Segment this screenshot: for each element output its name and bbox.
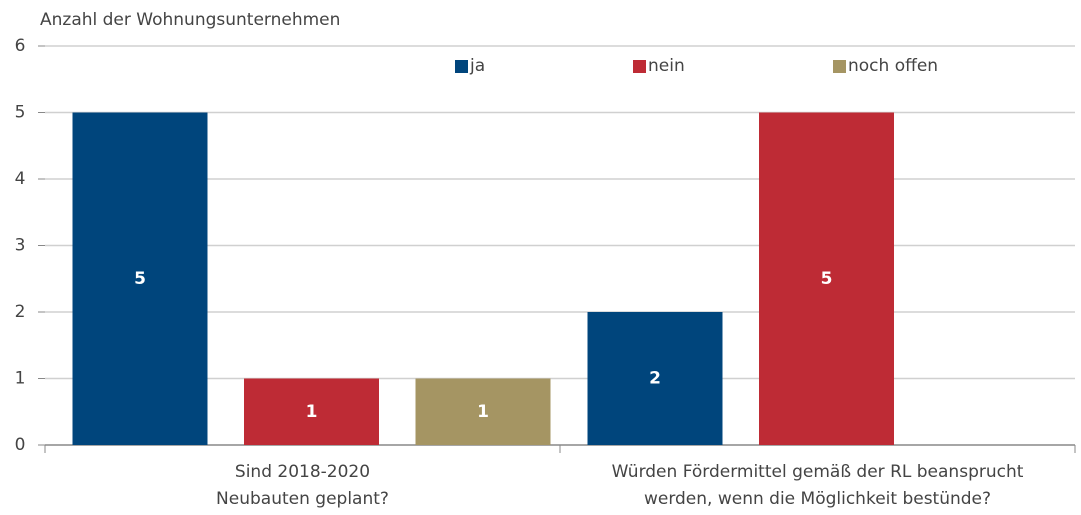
bar [244,378,379,445]
legend-label: nein [648,56,685,76]
x-tick-label: Sind 2018-2020 Neubauten geplant? [216,462,389,509]
y-tick-label: 6 [15,36,26,56]
bar [759,112,894,445]
legend-swatch [833,60,846,73]
data-label: 5 [821,269,833,289]
x-tick-label: Würden Fördermittel gemäß der RL beanspr… [612,462,1024,509]
y-tick-label: 3 [15,236,26,256]
legend-label: ja [469,56,485,76]
data-label: 2 [649,369,661,389]
legend-label: noch offen [848,56,938,76]
y-tick-label: 0 [15,435,26,455]
y-tick-label: 4 [15,169,26,189]
y-tick-label: 5 [15,103,26,123]
legend-swatch [455,60,468,73]
bar [415,378,551,445]
data-label: 5 [134,269,146,289]
bar [72,112,208,445]
y-tick-label: 2 [15,302,26,322]
legend-swatch [633,60,646,73]
chart-title: Anzahl der Wohnungsunternehmen [40,10,340,30]
data-label: 1 [477,402,489,422]
y-tick-label: 1 [15,369,26,389]
data-label: 1 [306,402,318,422]
bar [587,312,723,445]
